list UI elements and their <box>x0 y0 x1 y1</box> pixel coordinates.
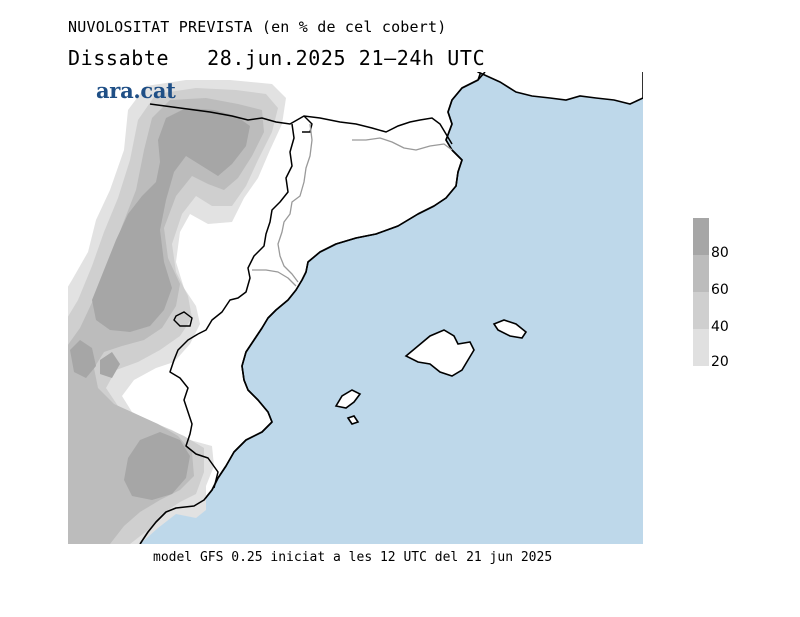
coastline <box>139 72 486 544</box>
province-borders <box>252 123 453 287</box>
island-eivissa <box>334 389 362 409</box>
legend-tick: 80 <box>711 245 729 261</box>
island-menorca <box>492 319 528 339</box>
regional-border-aragon-west <box>169 333 219 489</box>
cloud-cover-layer <box>68 80 286 544</box>
legend-swatch-80-100 <box>693 218 709 255</box>
pyrenees-border <box>149 103 453 145</box>
legend-tick: 40 <box>711 319 729 335</box>
island-formentera <box>346 415 360 425</box>
forecast-day: Dissabte <box>68 46 170 70</box>
legend-tick: 20 <box>711 354 729 370</box>
regional-border-navarra <box>173 311 193 327</box>
land-france <box>477 72 643 105</box>
ara-cat-logo[interactable]: ara.cat <box>96 78 176 103</box>
cloud-cover-legend: 80 60 40 20 <box>693 218 753 370</box>
legend-swatch-60-80 <box>693 255 709 292</box>
legend-swatch-20-40 <box>693 329 709 366</box>
legend-tick: 60 <box>711 282 729 298</box>
regional-border-catalonia-aragon <box>197 123 295 335</box>
legend-swatch-40-60 <box>693 292 709 329</box>
forecast-datetime: Dissabte 28.jun.2025 21—24h UTC <box>68 46 485 70</box>
forecast-date: 28.jun.2025 <box>207 46 347 70</box>
model-info-footer: model GFS 0.25 iniciat a les 12 UTC del … <box>153 550 553 565</box>
forecast-time-range: 21—24h UTC <box>358 46 486 70</box>
map-title: NUVOLOSITAT PREVISTA (en % de cel cobert… <box>68 18 447 36</box>
island-mallorca <box>404 329 475 377</box>
